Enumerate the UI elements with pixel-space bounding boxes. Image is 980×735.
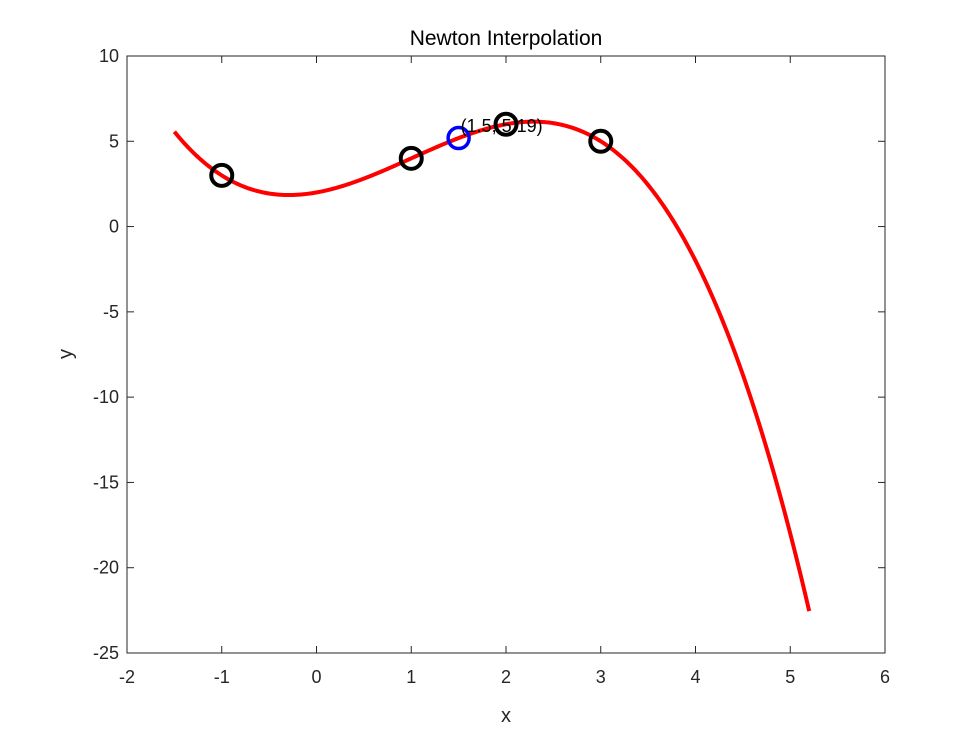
x-tick-label: 5	[785, 667, 795, 687]
y-tick-label: 5	[109, 131, 119, 151]
y-tick-label: -25	[93, 643, 119, 663]
x-tick-label: 6	[880, 667, 890, 687]
x-tick-label: -1	[214, 667, 230, 687]
node-marker	[209, 162, 235, 188]
x-tick-label: 1	[406, 667, 416, 687]
plot-frame	[126, 55, 886, 654]
x-tick-label: 2	[501, 667, 511, 687]
data-nodes	[209, 111, 614, 188]
x-axis-label: x	[501, 705, 511, 727]
y-tick-label: -20	[93, 558, 119, 578]
x-tick-label: 0	[311, 667, 321, 687]
y-tick-label: 0	[109, 217, 119, 237]
y-axis-label: y	[55, 349, 77, 359]
x-tick-label: 3	[596, 667, 606, 687]
query-point	[446, 125, 471, 151]
chart-title: Newton Interpolation	[410, 27, 603, 50]
node-marker	[493, 111, 519, 137]
y-tick-label: -5	[103, 302, 119, 322]
query-point-label: (1.5, 5.19)	[461, 116, 543, 136]
x-tick-label: -2	[119, 667, 135, 687]
x-tick-label: 4	[690, 667, 700, 687]
node-marker	[398, 145, 424, 171]
y-tick-label: -10	[93, 387, 119, 407]
y-tick-label: 10	[99, 46, 119, 66]
interpolation-curve	[172, 119, 812, 612]
plot-area	[127, 56, 885, 653]
y-tick-label: -15	[93, 472, 119, 492]
node-marker	[588, 128, 614, 154]
